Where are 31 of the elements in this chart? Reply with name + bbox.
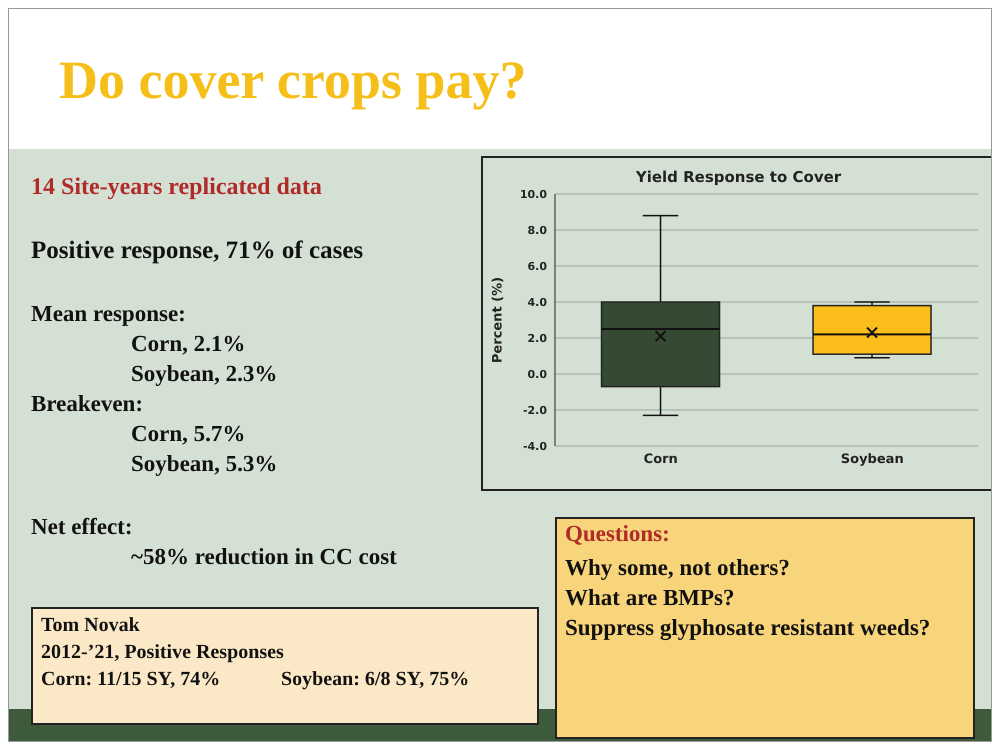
- text: What are BMPs?: [565, 585, 736, 610]
- text: Corn, 5.7%: [131, 421, 246, 446]
- text: Suppress glyphosate resistant weeds?: [565, 615, 932, 640]
- text: Positive response, 71% of cases: [31, 237, 364, 264]
- text: ~58% reduction in CC cost: [131, 544, 398, 570]
- y-tick-label: 10.0: [520, 188, 548, 201]
- y-axis-title: Percent (%): [490, 276, 506, 364]
- y-tick-label: 0.0: [528, 368, 548, 381]
- text: Questions:: [565, 521, 671, 546]
- x-tick-label: Corn: [644, 452, 678, 468]
- text: Why some, not others?: [565, 555, 791, 580]
- y-tick-label: -2.0: [522, 404, 548, 417]
- text: Corn: 11/15 SY, 74%: [41, 668, 222, 690]
- y-tick-label: 4.0: [528, 296, 548, 309]
- text: Soybean, 5.3%: [131, 451, 278, 476]
- y-tick-label: 8.0: [528, 224, 548, 237]
- text: Soybean: 6/8 SY, 75%: [281, 668, 470, 690]
- text: Do cover crops pay?: [59, 50, 528, 110]
- text: Tom Novak: [41, 614, 141, 636]
- text: 14 Site-years replicated data: [31, 174, 323, 200]
- y-tick-label: 6.0: [528, 260, 548, 273]
- chart-title: Yield Response to Cover: [634, 168, 842, 186]
- text: Breakeven:: [31, 391, 144, 416]
- text: Soybean, 2.3%: [131, 361, 278, 386]
- text: Corn, 2.1%: [131, 331, 246, 356]
- text: 2012-’21, Positive Responses: [41, 641, 285, 663]
- y-tick-label: -4.0: [522, 440, 548, 453]
- x-tick-label: Soybean: [840, 452, 904, 468]
- text: Mean response:: [31, 301, 187, 326]
- y-tick-label: 2.0: [528, 332, 548, 345]
- text: Net effect:: [31, 514, 134, 540]
